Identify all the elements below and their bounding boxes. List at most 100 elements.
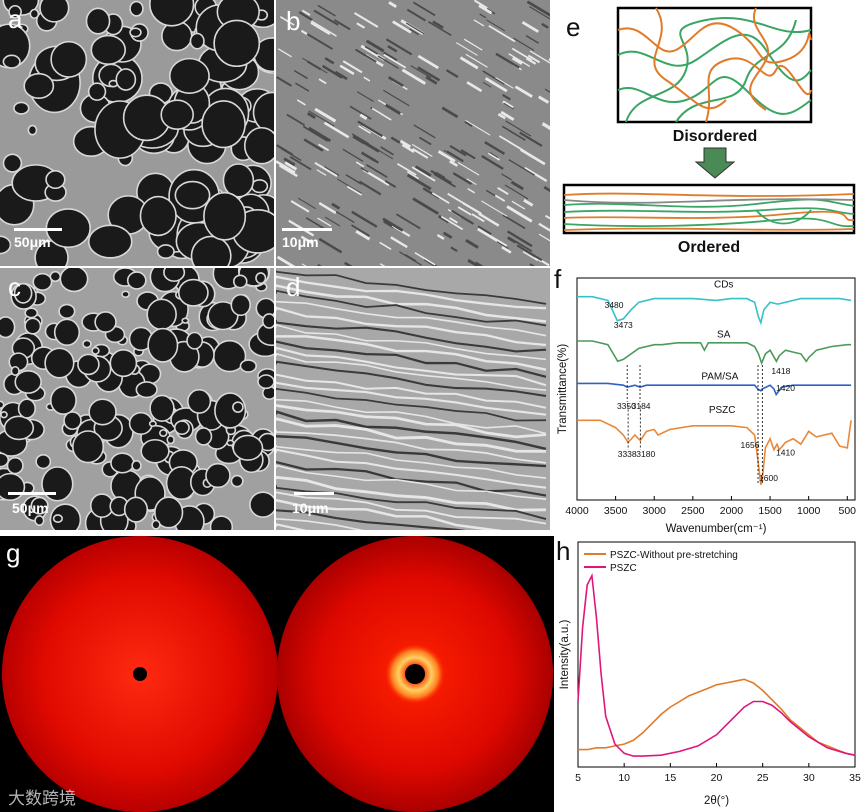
ftir-series-cds [577, 295, 852, 326]
ftir-annotation: 1418 [771, 366, 790, 376]
layer-line [276, 491, 547, 525]
pore [3, 415, 35, 441]
surface-feature [360, 151, 377, 163]
layer-line [276, 509, 466, 530]
surface-feature [525, 57, 537, 65]
surface-feature [379, 263, 386, 266]
ftir-annotation: 1420 [776, 383, 795, 393]
xrd-x-tick-label: 25 [757, 772, 769, 784]
surface-feature [505, 120, 532, 137]
pore [131, 460, 142, 472]
surface-feature [318, 202, 337, 215]
pore [121, 290, 130, 298]
surface-feature [548, 57, 550, 62]
ftir-annotation: 3184 [632, 401, 651, 411]
panel-b-sem-image: b 10μm [276, 0, 550, 266]
surface-feature [351, 224, 370, 237]
surface-feature [286, 113, 306, 126]
surface-feature [382, 217, 404, 232]
surface-feature [520, 148, 546, 166]
panel-d-label: d [286, 272, 301, 302]
surface-feature [447, 192, 465, 205]
ftir-series-label: SA [717, 329, 731, 340]
pore [226, 439, 235, 447]
pore [232, 401, 244, 413]
pore [17, 398, 37, 419]
layer-line [276, 445, 547, 479]
surface-feature [406, 173, 432, 191]
pore [239, 359, 258, 373]
pore [207, 301, 239, 331]
xrd-x-tick-label: 15 [664, 772, 676, 784]
pore [0, 452, 10, 468]
panel-a-scalebar [14, 228, 62, 231]
ftir-annotation: 3473 [614, 320, 633, 330]
layer-line [276, 360, 547, 397]
pore [34, 515, 45, 526]
surface-feature [409, 28, 419, 36]
pore [10, 365, 20, 376]
disordered-text: Disordered [673, 128, 757, 145]
surface-feature [293, 69, 308, 80]
pore [110, 452, 135, 474]
surface-feature [406, 8, 427, 22]
surface-feature [308, 110, 335, 127]
panel-g-xrd-images: g [0, 536, 554, 812]
pore [146, 298, 177, 331]
pore [41, 466, 74, 502]
surface-feature [499, 241, 508, 248]
surface-feature [449, 160, 458, 167]
surface-feature [305, 217, 327, 231]
xrd-legend-label: PSZC-Without pre-stretching [610, 550, 738, 561]
surface-feature [356, 91, 374, 102]
surface-feature [507, 236, 517, 244]
surface-feature [399, 251, 423, 266]
pore [135, 381, 158, 399]
pore [249, 491, 274, 518]
surface-feature [383, 53, 407, 69]
watermark-logo: 大数跨境 [8, 784, 76, 809]
pore [24, 307, 39, 319]
surface-feature [324, 57, 335, 65]
xrd-x-axis-label: 2θ(°) [704, 795, 729, 807]
surface-feature [323, 121, 350, 139]
pore [53, 318, 81, 347]
surface-feature [441, 106, 459, 119]
surface-feature [511, 56, 523, 65]
surface-feature [303, 138, 324, 152]
panel-c-sem-image: c 50μm [0, 268, 274, 530]
ftir-series-pszc [577, 419, 852, 486]
surface-feature [496, 241, 509, 250]
surface-feature [342, 148, 364, 162]
pore [232, 434, 264, 461]
pore [159, 429, 168, 438]
surface-feature [544, 88, 550, 93]
surface-feature [484, 77, 508, 93]
surface-feature [466, 178, 477, 186]
surface-feature [501, 125, 526, 141]
ftir-x-tick-label: 2000 [720, 505, 744, 517]
panel-d-scalebar [294, 492, 334, 495]
pore [140, 438, 170, 464]
pore [230, 474, 244, 488]
surface-feature [301, 263, 307, 266]
layer-line [276, 289, 547, 327]
surface-feature [510, 180, 524, 191]
surface-feature [300, 235, 314, 245]
pore [63, 411, 82, 431]
surface-feature [414, 252, 436, 266]
surface-feature [464, 120, 473, 127]
surface-feature [411, 143, 433, 157]
surface-feature [513, 37, 535, 51]
schematic-diagram: Disordered Ordered [562, 6, 856, 256]
pore [23, 72, 55, 100]
surface-feature [355, 48, 377, 63]
surface-feature [355, 229, 371, 241]
surface-feature [494, 194, 506, 202]
surface-feature [417, 66, 441, 82]
pore [166, 435, 175, 445]
pore [190, 235, 232, 266]
surface-feature [317, 217, 332, 227]
pore [149, 0, 195, 27]
